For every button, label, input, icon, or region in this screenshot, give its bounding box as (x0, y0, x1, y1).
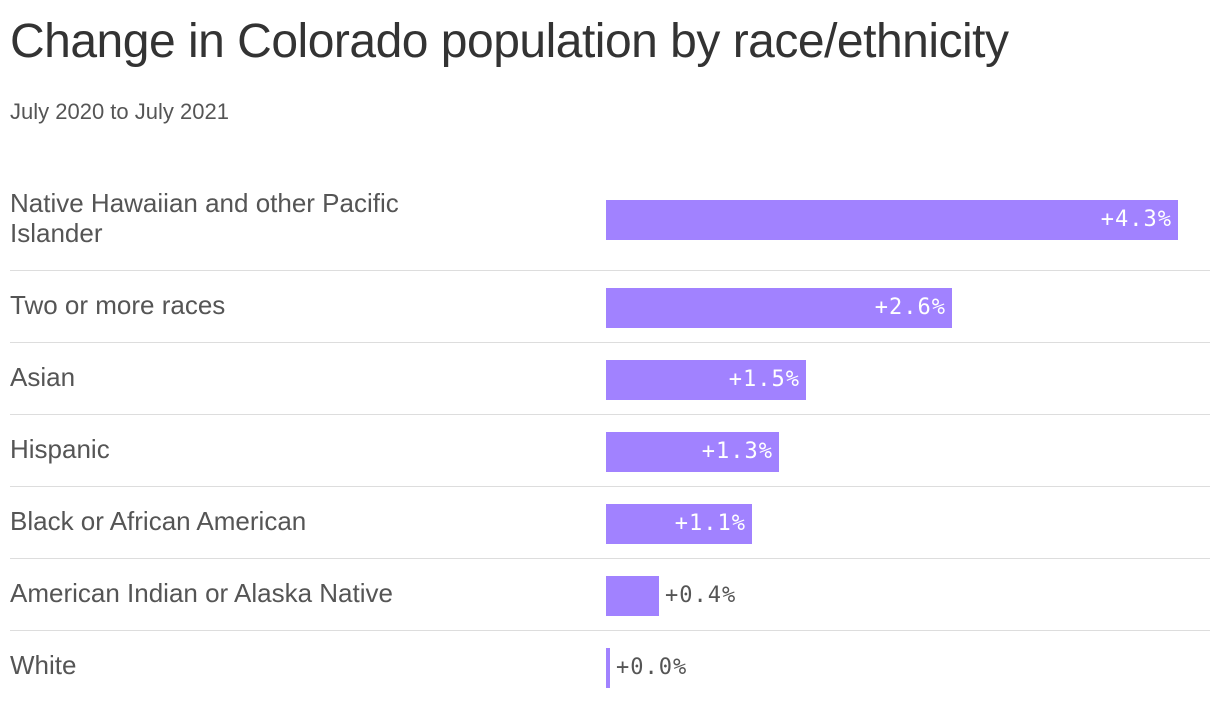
category-label: Black or African American (10, 506, 307, 536)
bar (606, 200, 1178, 240)
category-label: Asian (10, 362, 76, 392)
row-divider (10, 630, 1210, 631)
row-divider (10, 270, 1210, 271)
row-divider (10, 486, 1210, 487)
bar (606, 288, 952, 328)
row-divider (10, 414, 1210, 415)
bar-value-label: +0.0% (616, 655, 688, 680)
bar (606, 504, 752, 544)
bar-value-label: +1.3% (701, 439, 773, 464)
bar-value-label: +0.4% (665, 583, 737, 608)
bar-value-label: +1.1% (674, 511, 746, 536)
bar-value-label: +4.3% (1100, 207, 1172, 232)
category-label: American Indian or Alaska Native (10, 578, 393, 608)
category-label: Native Hawaiian and other Pacific Island… (10, 188, 399, 248)
bar-value-label: +1.5% (728, 367, 800, 392)
bar (606, 360, 806, 400)
bar (606, 576, 659, 616)
category-label: Two or more races (10, 290, 226, 320)
row-divider (10, 558, 1210, 559)
category-label: White (10, 650, 77, 680)
row-divider (10, 342, 1210, 343)
bar (606, 432, 779, 472)
chart-title: Change in Colorado population by race/et… (10, 15, 1009, 68)
bar (606, 648, 610, 688)
category-label: Hispanic (10, 434, 110, 464)
chart-subtitle: July 2020 to July 2021 (10, 99, 229, 124)
bar-value-label: +2.6% (874, 295, 946, 320)
